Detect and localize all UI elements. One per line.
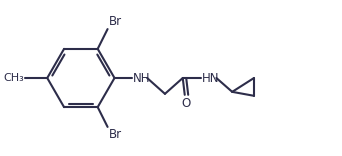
Text: Br: Br bbox=[108, 128, 122, 141]
Text: HN: HN bbox=[201, 71, 219, 85]
Text: NH: NH bbox=[133, 71, 151, 85]
Text: O: O bbox=[182, 97, 191, 110]
Text: CH₃: CH₃ bbox=[4, 73, 25, 83]
Text: Br: Br bbox=[108, 15, 122, 28]
